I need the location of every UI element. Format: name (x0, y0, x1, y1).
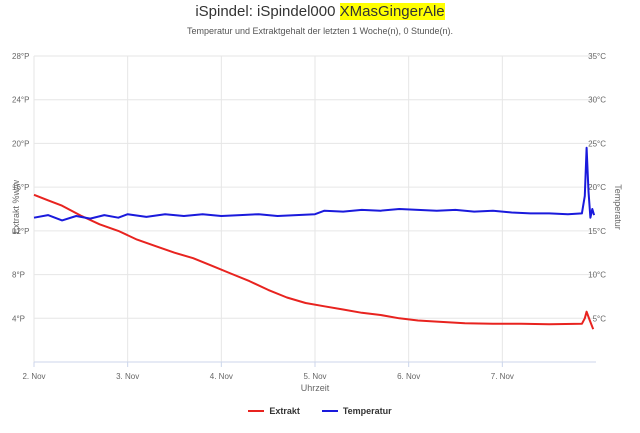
y-right-tick-label: 20°C (588, 183, 606, 192)
y-right-tick-label: 35°C (588, 52, 606, 61)
y-left-tick-label: 8°P (12, 271, 25, 280)
x-tick-label: 5. Nov (303, 372, 326, 381)
y-right-tick-label: 30°C (588, 96, 606, 105)
legend-item-temperatur[interactable]: Temperatur (321, 406, 392, 416)
series-line-extrakt (33, 193, 595, 330)
legend-item-extrakt[interactable]: Extrakt (248, 406, 300, 416)
y-right-tick-label: 15°C (588, 227, 606, 236)
y-right-tick-label: 5°C (593, 314, 607, 323)
y-left-tick-label: 16°P (12, 183, 29, 192)
chart-title: iSpindel: iSpindel000 XMasGingerAle (0, 3, 640, 20)
x-tick-label: 2. Nov (22, 372, 45, 381)
legend: Extrakt Temperatur (0, 406, 640, 416)
y-left-axis-title: Extrakt %w/w (11, 179, 21, 234)
legend-label-temperatur: Temperatur (342, 406, 392, 416)
series-line-temperatur (33, 146, 596, 222)
x-tick-label: 4. Nov (210, 372, 233, 381)
chart-title-prefix: iSpindel: iSpindel000 (195, 3, 340, 20)
legend-swatch-temperatur (321, 410, 338, 412)
x-tick-label: 7. Nov (491, 372, 514, 381)
legend-swatch-extrakt (248, 410, 265, 412)
y-left-tick-label: 4°P (12, 314, 25, 323)
y-left-tick-label: 24°P (12, 96, 29, 105)
chart-subtitle: Temperatur und Extraktgehalt der letzten… (187, 26, 453, 36)
y-right-tick-label: 25°C (588, 139, 606, 148)
x-tick-label: 3. Nov (116, 372, 139, 381)
chart-title-highlight: XMasGingerAle (339, 3, 445, 20)
y-left-tick-label: 20°P (12, 139, 29, 148)
y-right-axis-title: Temperatur (613, 184, 623, 230)
x-axis-title: Uhrzeit (301, 383, 330, 393)
y-right-tick-label: 10°C (588, 271, 606, 280)
y-left-tick-label: 28°P (12, 52, 29, 61)
legend-label-extrakt: Extrakt (269, 406, 300, 416)
x-tick-label: 6. Nov (397, 372, 420, 381)
y-left-tick-label: 12°P (12, 227, 29, 236)
